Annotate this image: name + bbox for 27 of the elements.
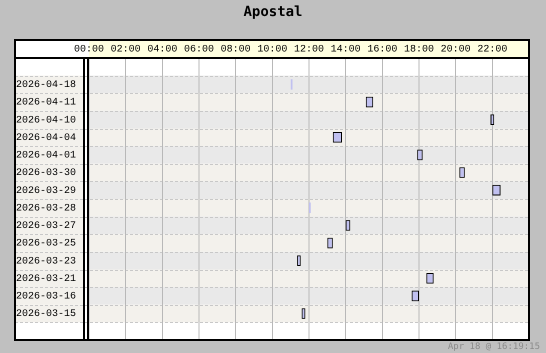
y-tick-label: 2026-03-16 — [16, 292, 76, 303]
y-tick-label: 2026-04-01 — [16, 150, 76, 162]
y-tick-label: 2026-04-18 — [16, 80, 76, 92]
y-tick-label: 2026-03-27 — [16, 221, 76, 232]
y-tick-label: 2026-03-23 — [16, 256, 76, 268]
x-tick-label: 06:00 — [184, 44, 214, 56]
x-tick-label: 20:00 — [440, 44, 471, 56]
x-tick-label: 10:00 — [257, 44, 288, 56]
chart-title: Apostal — [242, 4, 304, 20]
x-tick-label: 22:00 — [477, 44, 508, 56]
x-tick-label: 18:00 — [404, 44, 434, 56]
y-tick-label: 2026-03-25 — [16, 238, 76, 250]
y-tick-label: 2026-04-10 — [16, 115, 76, 126]
y-tick-label: 2026-03-21 — [16, 274, 76, 285]
x-tick-label: 16:00 — [367, 44, 398, 56]
y-tick-label: 2026-04-04 — [16, 132, 76, 144]
x-tick-label: 04:00 — [147, 44, 178, 56]
x-tick-label: 12:00 — [294, 44, 324, 56]
x-tick-label: 00:00 — [74, 44, 104, 56]
y-tick-label: 2026-03-28 — [16, 203, 76, 214]
y-tick-label: 2026-04-11 — [16, 98, 76, 109]
x-tick-label: 08:00 — [220, 44, 251, 56]
x-tick-label: 14:00 — [330, 44, 361, 56]
y-tick-label: 2026-03-29 — [16, 186, 76, 197]
y-tick-label: 2026-03-30 — [16, 168, 76, 180]
y-tick-label: 2026-03-15 — [16, 309, 76, 320]
x-tick-label: 02:00 — [110, 44, 141, 56]
